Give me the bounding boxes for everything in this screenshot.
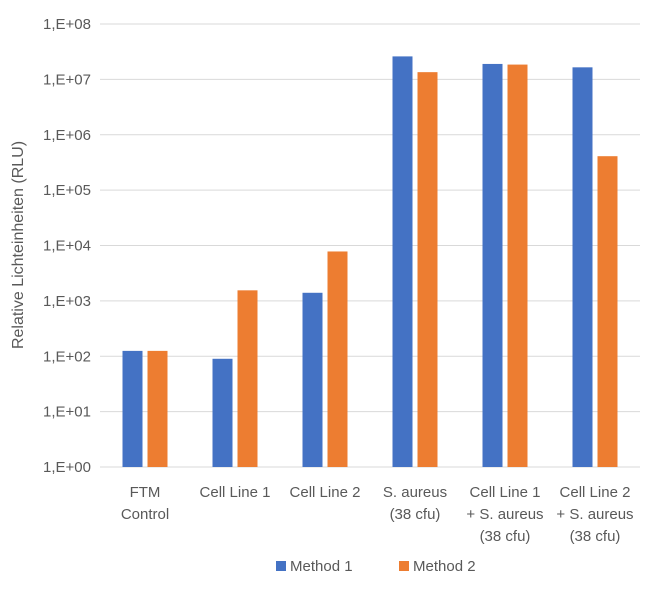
legend: Method 1 Method 2 bbox=[276, 558, 476, 575]
x-tick-label: (38 cfu) bbox=[570, 528, 621, 545]
legend-label-method-1: Method 1 bbox=[290, 558, 353, 575]
legend-label-method-2: Method 2 bbox=[413, 558, 476, 575]
bar-method-1 bbox=[302, 292, 323, 467]
legend-swatch-method-2 bbox=[399, 561, 409, 571]
y-tick-label: 1,E+02 bbox=[43, 348, 91, 365]
bar-method-2 bbox=[237, 290, 258, 467]
bar-method-2 bbox=[507, 64, 528, 467]
y-tick-label: 1,E+07 bbox=[43, 71, 91, 88]
y-tick-label: 1,E+01 bbox=[43, 404, 91, 421]
bar-method-2 bbox=[327, 251, 348, 467]
x-tick-label: (38 cfu) bbox=[390, 506, 441, 523]
bar-method-1 bbox=[482, 63, 503, 467]
y-tick-label: 1,E+00 bbox=[43, 459, 91, 476]
x-tick-label: Control bbox=[121, 506, 169, 523]
x-tick-label: S. aureus bbox=[383, 484, 447, 501]
x-tick-label: Cell Line 1 bbox=[470, 484, 541, 501]
legend-swatch-method-1 bbox=[276, 561, 286, 571]
bar-method-1 bbox=[122, 350, 143, 467]
bar-method-2 bbox=[417, 72, 438, 467]
gridlines bbox=[100, 23, 640, 468]
y-axis-title: Relative Lichteinheiten (RLU) bbox=[10, 141, 27, 349]
y-tick-label: 1,E+08 bbox=[43, 16, 91, 33]
bar-method-2 bbox=[147, 350, 168, 467]
x-tick-label: Cell Line 1 bbox=[200, 484, 271, 501]
bar-method-1 bbox=[572, 67, 593, 468]
x-tick-labels: FTM Control Cell Line 1 Cell Line 2 S. aureu… bbox=[121, 484, 634, 545]
bar-method-2 bbox=[597, 156, 618, 468]
y-tick-label: 1,E+05 bbox=[43, 182, 91, 199]
y-tick-label: 1,E+03 bbox=[43, 293, 91, 310]
bar-method-1 bbox=[212, 358, 233, 467]
y-tick-label: 1,E+06 bbox=[43, 127, 91, 144]
x-tick-label: Cell Line 2 bbox=[560, 484, 631, 501]
bar-method-1 bbox=[392, 56, 413, 468]
x-tick-label: + S. aureus bbox=[466, 506, 543, 523]
x-tick-label: Cell Line 2 bbox=[290, 484, 361, 501]
y-tick-label: 1,E+04 bbox=[43, 238, 91, 255]
bars bbox=[122, 56, 618, 468]
x-tick-label: + S. aureus bbox=[556, 506, 633, 523]
x-tick-label: FTM bbox=[130, 484, 161, 501]
x-tick-label: (38 cfu) bbox=[480, 528, 531, 545]
y-tick-labels: 1,E+00 1,E+01 1,E+02 1,E+03 1,E+04 1,E+05 1,E+… bbox=[43, 16, 91, 476]
